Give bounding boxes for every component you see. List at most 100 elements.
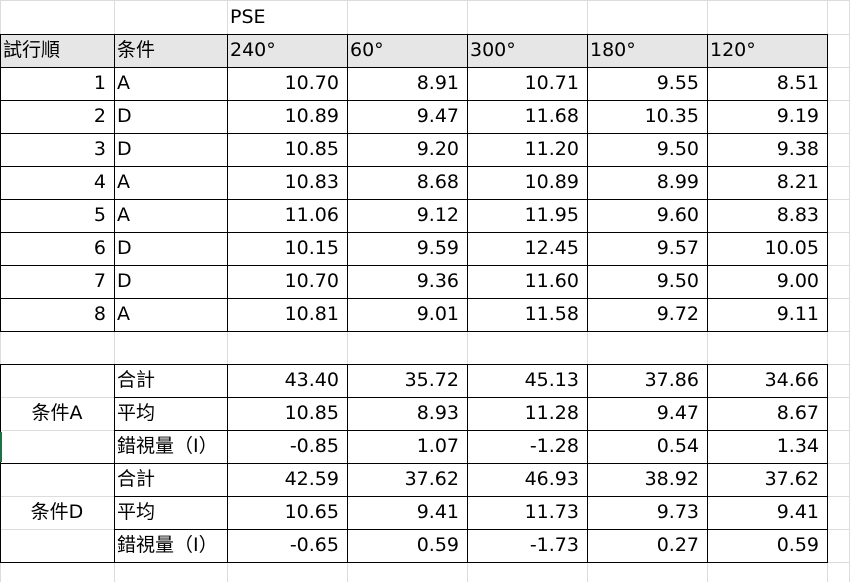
value-cell[interactable]: 8.91 bbox=[416, 72, 459, 94]
header-trial-order[interactable]: 試行順 bbox=[3, 39, 61, 61]
condition-cell[interactable]: D bbox=[117, 237, 132, 259]
stat-value-cell[interactable]: -0.65 bbox=[289, 534, 339, 556]
stat-value-cell[interactable]: 0.27 bbox=[656, 534, 699, 556]
value-cell[interactable]: 8.21 bbox=[776, 171, 819, 193]
stat-value-cell[interactable]: 35.72 bbox=[404, 369, 459, 391]
stat-value-cell[interactable]: 8.93 bbox=[416, 402, 459, 424]
group-label-cell[interactable]: 条件A bbox=[31, 402, 83, 424]
value-cell[interactable]: 9.20 bbox=[416, 138, 459, 160]
value-cell[interactable]: 8.99 bbox=[656, 171, 699, 193]
stat-value-cell[interactable]: 9.73 bbox=[656, 501, 699, 523]
stat-value-cell[interactable]: 1.34 bbox=[776, 435, 819, 457]
stat-value-cell[interactable]: 46.93 bbox=[524, 468, 579, 490]
value-cell[interactable]: 9.60 bbox=[656, 204, 699, 226]
condition-cell[interactable]: A bbox=[117, 303, 130, 325]
value-cell[interactable]: 11.06 bbox=[284, 204, 339, 226]
stat-value-cell[interactable]: 1.07 bbox=[416, 435, 459, 457]
trial-number-cell[interactable]: 2 bbox=[93, 105, 106, 127]
stat-value-cell[interactable]: 0.59 bbox=[776, 534, 819, 556]
stat-label-cell[interactable]: 平均 bbox=[117, 402, 156, 424]
value-cell[interactable]: 9.38 bbox=[776, 138, 819, 160]
trial-number-cell[interactable]: 1 bbox=[93, 72, 106, 94]
stat-value-cell[interactable]: 11.28 bbox=[524, 402, 579, 424]
stat-value-cell[interactable]: 9.47 bbox=[656, 402, 699, 424]
stat-value-cell[interactable]: 45.13 bbox=[524, 369, 579, 391]
trial-number-cell[interactable]: 7 bbox=[93, 270, 106, 292]
value-cell[interactable]: 9.50 bbox=[656, 138, 699, 160]
value-cell[interactable]: 9.72 bbox=[656, 303, 699, 325]
header-60[interactable]: 60° bbox=[350, 39, 384, 61]
value-cell[interactable]: 11.95 bbox=[524, 204, 579, 226]
value-cell[interactable]: 9.12 bbox=[416, 204, 459, 226]
value-cell[interactable]: 9.57 bbox=[656, 237, 699, 259]
value-cell[interactable]: 9.59 bbox=[416, 237, 459, 259]
value-cell[interactable]: 9.19 bbox=[776, 105, 819, 127]
pse-title-cell[interactable]: PSE bbox=[230, 5, 266, 28]
value-cell[interactable]: 10.05 bbox=[764, 237, 819, 259]
value-cell[interactable]: 8.68 bbox=[416, 171, 459, 193]
trial-number-cell[interactable]: 5 bbox=[93, 204, 106, 226]
stat-value-cell[interactable]: 9.41 bbox=[416, 501, 459, 523]
stat-label-cell[interactable]: 錯視量（I） bbox=[117, 534, 218, 556]
header-300[interactable]: 300° bbox=[470, 39, 516, 61]
condition-cell[interactable]: A bbox=[117, 72, 130, 94]
stat-value-cell[interactable]: 10.85 bbox=[284, 402, 339, 424]
stat-value-cell[interactable]: 0.59 bbox=[416, 534, 459, 556]
stat-value-cell[interactable]: 0.54 bbox=[656, 435, 699, 457]
stat-value-cell[interactable]: 37.62 bbox=[764, 468, 819, 490]
stat-value-cell[interactable]: 43.40 bbox=[284, 369, 339, 391]
stat-label-cell[interactable]: 合計 bbox=[117, 468, 156, 490]
value-cell[interactable]: 9.55 bbox=[656, 72, 699, 94]
stat-value-cell[interactable]: 37.62 bbox=[404, 468, 459, 490]
value-cell[interactable]: 11.60 bbox=[524, 270, 579, 292]
value-cell[interactable]: 9.01 bbox=[416, 303, 459, 325]
stat-value-cell[interactable]: 38.92 bbox=[644, 468, 699, 490]
value-cell[interactable]: 8.51 bbox=[776, 72, 819, 94]
value-cell[interactable]: 9.00 bbox=[776, 270, 819, 292]
value-cell[interactable]: 9.11 bbox=[776, 303, 819, 325]
stat-label-cell[interactable]: 錯視量（I） bbox=[117, 435, 218, 457]
value-cell[interactable]: 10.70 bbox=[284, 270, 339, 292]
header-condition[interactable]: 条件 bbox=[117, 39, 156, 61]
trial-number-cell[interactable]: 3 bbox=[93, 138, 106, 160]
stat-value-cell[interactable]: 37.86 bbox=[644, 369, 699, 391]
stat-value-cell[interactable]: -1.28 bbox=[529, 435, 579, 457]
stat-value-cell[interactable]: -1.73 bbox=[529, 534, 579, 556]
value-cell[interactable]: 10.70 bbox=[284, 72, 339, 94]
condition-cell[interactable]: A bbox=[117, 204, 130, 226]
value-cell[interactable]: 10.35 bbox=[644, 105, 699, 127]
stat-value-cell[interactable]: 11.73 bbox=[524, 501, 579, 523]
value-cell[interactable]: 9.36 bbox=[416, 270, 459, 292]
value-cell[interactable]: 8.83 bbox=[776, 204, 819, 226]
stat-label-cell[interactable]: 合計 bbox=[117, 369, 156, 391]
value-cell[interactable]: 12.45 bbox=[524, 237, 579, 259]
value-cell[interactable]: 10.85 bbox=[284, 138, 339, 160]
value-cell[interactable]: 11.20 bbox=[524, 138, 579, 160]
stat-value-cell[interactable]: 34.66 bbox=[764, 369, 819, 391]
value-cell[interactable]: 10.89 bbox=[524, 171, 579, 193]
trial-number-cell[interactable]: 6 bbox=[93, 237, 106, 259]
stat-value-cell[interactable]: 8.67 bbox=[776, 402, 819, 424]
stat-value-cell[interactable]: 9.41 bbox=[776, 501, 819, 523]
condition-cell[interactable]: A bbox=[117, 171, 130, 193]
value-cell[interactable]: 10.71 bbox=[524, 72, 579, 94]
value-cell[interactable]: 10.83 bbox=[284, 171, 339, 193]
value-cell[interactable]: 10.81 bbox=[284, 303, 339, 325]
trial-number-cell[interactable]: 4 bbox=[93, 171, 106, 193]
condition-cell[interactable]: D bbox=[117, 138, 132, 160]
stat-value-cell[interactable]: 42.59 bbox=[284, 468, 339, 490]
value-cell[interactable]: 10.15 bbox=[284, 237, 339, 259]
header-120[interactable]: 120° bbox=[710, 39, 756, 61]
condition-cell[interactable]: D bbox=[117, 270, 132, 292]
stat-value-cell[interactable]: -0.85 bbox=[289, 435, 339, 457]
trial-number-cell[interactable]: 8 bbox=[93, 303, 106, 325]
value-cell[interactable]: 11.58 bbox=[524, 303, 579, 325]
group-label-cell[interactable]: 条件D bbox=[30, 501, 84, 523]
value-cell[interactable]: 11.68 bbox=[524, 105, 579, 127]
header-180[interactable]: 180° bbox=[590, 39, 636, 61]
value-cell[interactable]: 10.89 bbox=[284, 105, 339, 127]
condition-cell[interactable]: D bbox=[117, 105, 132, 127]
value-cell[interactable]: 9.50 bbox=[656, 270, 699, 292]
header-240[interactable]: 240° bbox=[230, 39, 276, 61]
